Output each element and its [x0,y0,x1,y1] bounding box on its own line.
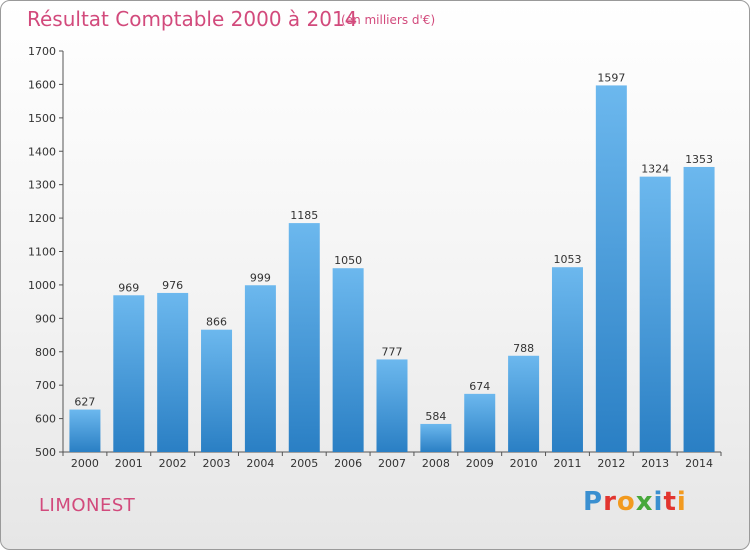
logo-letter: i [653,487,664,517]
bar [639,176,671,452]
x-tick-label: 2005 [290,457,318,470]
x-tick-label: 2014 [685,457,713,470]
logo-letter: o [616,487,636,517]
bar [420,423,452,452]
x-tick-label: 2001 [115,457,143,470]
bar [595,85,627,453]
x-tick-label: 2012 [597,457,625,470]
data-label: 999 [250,271,271,284]
y-tick-label: 1600 [28,78,56,91]
data-label: 584 [425,410,446,423]
data-label: 1324 [641,163,669,176]
bar [157,292,189,452]
data-label: 1050 [334,254,362,267]
bar [683,166,715,453]
x-tick-label: 2009 [466,457,494,470]
bar [332,268,364,452]
data-label: 627 [74,396,95,409]
bar [551,267,583,452]
y-tick-label: 1300 [28,179,56,192]
data-label: 674 [469,380,490,393]
bar [288,223,320,452]
logo-letter: x [635,487,654,517]
y-tick-label: 700 [35,379,56,392]
data-label: 788 [513,342,534,355]
bar [69,409,101,452]
bar [201,329,233,452]
y-tick-label: 800 [35,346,56,359]
bar [376,359,408,452]
x-tick-label: 2004 [246,457,274,470]
data-label: 976 [162,279,183,292]
chart-title: Résultat Comptable 2000 à 2014 [27,7,358,31]
proxiti-logo[interactable]: Proxiti [583,487,687,517]
city-name: LIMONEST [39,495,136,516]
x-tick-label: 2002 [159,457,187,470]
logo-letter: P [583,487,604,517]
bar [508,355,540,452]
y-tick-label: 600 [35,413,56,426]
data-label: 1597 [597,71,625,84]
x-tick-label: 2006 [334,457,362,470]
bar [113,295,145,452]
x-tick-label: 2010 [510,457,538,470]
y-tick-label: 1200 [28,212,56,225]
y-tick-label: 1700 [28,45,56,58]
logo-letter: t [663,487,677,517]
x-tick-label: 2003 [203,457,231,470]
data-label: 1053 [553,253,581,266]
x-tick-label: 2013 [641,457,669,470]
x-tick-label: 2007 [378,457,406,470]
x-tick-label: 2008 [422,457,450,470]
data-label: 866 [206,316,227,329]
data-label: 1353 [685,153,713,166]
bar [244,285,276,452]
logo-letter: i [676,487,687,517]
x-tick-label: 2000 [71,457,99,470]
data-label: 1185 [290,209,318,222]
bar [464,393,496,452]
y-tick-label: 1000 [28,279,56,292]
y-tick-label: 1100 [28,246,56,259]
chart-subtitle: (en milliers d'€) [341,13,436,27]
y-tick-label: 500 [35,446,56,459]
data-label: 969 [118,281,139,294]
x-tick-label: 2011 [553,457,581,470]
y-tick-label: 1500 [28,112,56,125]
y-tick-label: 900 [35,312,56,325]
y-tick-label: 1400 [28,145,56,158]
data-label: 777 [382,345,403,358]
logo-letter: r [603,487,617,517]
